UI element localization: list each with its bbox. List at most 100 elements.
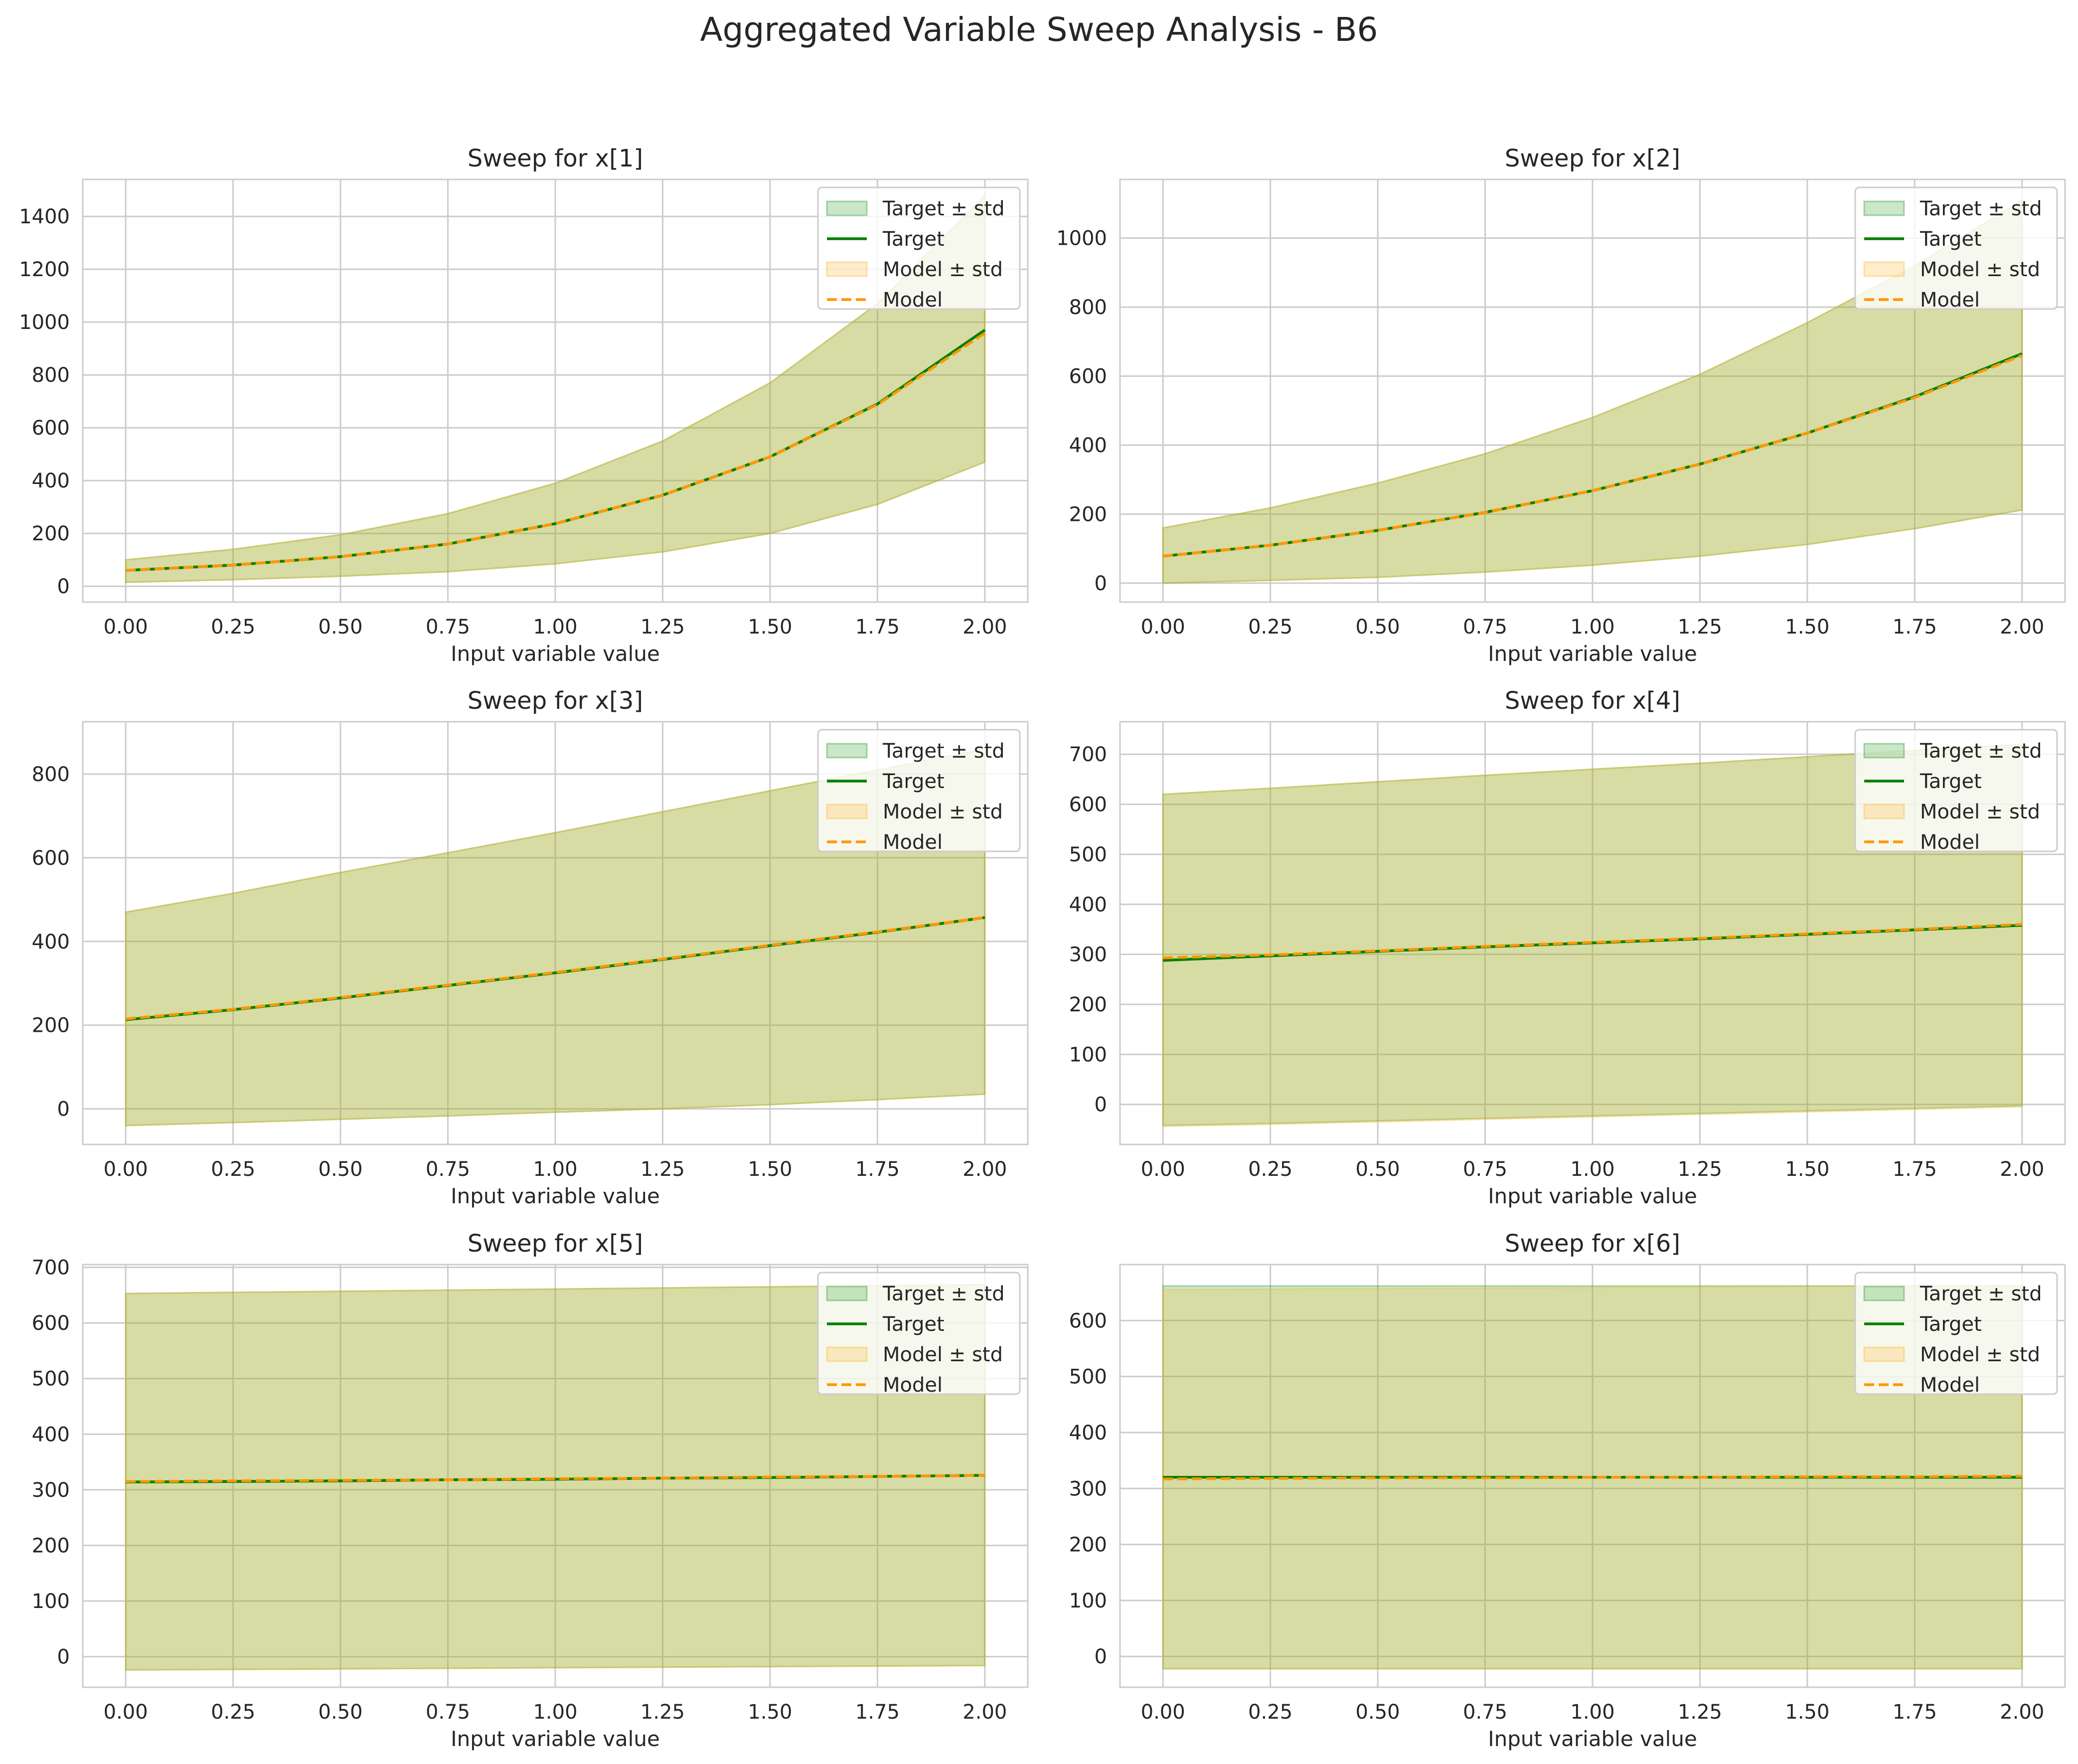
x-axis-label: Input variable value [451,1727,660,1751]
legend-target-std-swatch [1863,743,1905,759]
y-tick-label: 300 [1069,1477,1107,1500]
model-std-band [1162,200,2023,584]
x-tick-label: 0.75 [1463,1158,1507,1181]
legend-label: Target [1919,1313,1982,1336]
subplot-title: Sweep for x[6] [1505,1230,1680,1258]
y-tick-label: 500 [1069,843,1107,866]
legend-model-std-swatch [1863,803,1905,819]
y-tick-label: 100 [32,1590,70,1613]
y-tick-label: 600 [32,417,70,440]
x-tick-label: 0.75 [426,616,470,639]
x-tick-label: 1.50 [1785,1701,1829,1724]
legend-target-std-swatch [826,1285,868,1301]
y-tick-label: 300 [32,1479,70,1502]
y-tick-label: 400 [1069,1422,1107,1444]
x-axis-label: Input variable value [451,1184,660,1208]
x-tick-label: 0.75 [426,1701,470,1724]
legend-label: Model [883,1374,943,1397]
subplot-title: Sweep for x[3] [468,687,643,715]
y-tick-label: 0 [57,575,70,598]
x-tick-label: 1.50 [1785,616,1829,639]
y-tick-label: 600 [32,847,70,870]
x-tick-label: 0.50 [1356,616,1400,639]
model-line [1163,923,2022,960]
x-tick-label: 0.00 [104,1701,148,1724]
legend-frame [817,1272,1021,1395]
x-tick-label: 1.25 [640,1158,685,1181]
axes-frame [1119,1264,2066,1688]
legend-frame [817,729,1021,852]
x-tick-label: 0.25 [1248,616,1292,639]
y-tick-label: 1000 [19,311,70,334]
y-tick-label: 0 [1095,1645,1107,1668]
legend-model-std-swatch [826,1346,868,1362]
legend-label: Target ± std [1919,197,2042,220]
x-tick-label: 0.00 [1141,1701,1185,1724]
y-tick-label: 700 [1069,743,1107,766]
x-tick-label: 0.50 [1356,1701,1400,1724]
x-tick-label: 1.75 [1893,1701,1937,1724]
y-tick-label: 400 [1069,893,1107,916]
x-tick-label: 1.00 [533,1701,577,1724]
y-tick-label: 200 [32,1534,70,1557]
legend-label: Model ± std [1920,1343,2040,1366]
x-tick-label: 1.00 [1570,616,1614,639]
y-tick-label: 600 [1069,1309,1107,1332]
model-std-band [125,1283,986,1671]
x-tick-label: 1.50 [748,616,792,639]
y-tick-label: 800 [32,364,70,387]
legend-label: Model [883,289,943,312]
x-tick-label: 1.00 [1570,1158,1614,1181]
model-line [126,332,986,572]
y-tick-label: 500 [32,1368,70,1391]
y-tick-label: 400 [32,470,70,492]
legend-frame [1854,1272,2058,1395]
legend-model-std-swatch [826,803,868,819]
subplot-6: 0.00 0.25 0.50 0.75 1.00 1.25 1.50 1.75 2.00 0 100… [1069,1230,2066,1751]
y-tick-label: 700 [32,1257,70,1280]
axes-frame [1119,178,2066,603]
x-tick-label: 0.50 [319,1701,363,1724]
y-tick-label: 1200 [19,258,70,281]
subplot-5: 0.00 0.25 0.50 0.75 1.00 1.25 1.50 1.75 2.00 0 100… [32,1230,1029,1751]
x-tick-label: 1.50 [748,1701,792,1724]
legend-label: Target ± std [882,197,1005,220]
x-tick-label: 0.50 [319,616,363,639]
target-std-band [1162,198,2023,584]
legend-model-std-swatch [1863,1346,1905,1362]
x-tick-label: 1.25 [1678,1158,1722,1181]
grid [1120,179,2065,602]
x-tick-label: 1.75 [855,1158,900,1181]
subplot-title: Sweep for x[2] [1505,145,1680,172]
x-axis-label: Input variable value [1488,1727,1697,1751]
y-tick-label: 600 [32,1312,70,1335]
x-tick-label: 0.00 [1141,1158,1185,1181]
legend-target-std-swatch [1863,200,1905,216]
model-line [1162,354,2023,558]
x-tick-label: 1.00 [1570,1701,1614,1724]
y-tick-label: 400 [32,931,70,954]
model-std-band [125,196,986,583]
y-tick-label: 100 [1069,1043,1107,1066]
x-axis-label: Input variable value [1488,641,1697,666]
x-tick-label: 0.25 [1248,1701,1292,1724]
y-tick-label: 200 [32,522,70,545]
legend-target-std-swatch [826,743,868,759]
legend-label: Target ± std [1919,740,2042,763]
model-std-band [125,748,986,1126]
legend-model-std-swatch [1863,261,1905,277]
legend-label: Model ± std [883,801,1003,823]
legend-target-std-swatch [826,200,868,216]
legend-label: Model [1920,289,1980,312]
y-tick-label: 0 [1095,572,1107,595]
grid [1120,722,2065,1144]
x-tick-label: 1.25 [640,1701,685,1724]
subplot-2: 0.00 0.25 0.50 0.75 1.00 1.25 1.50 1.75 2.00 0 200… [1056,145,2066,666]
x-tick-label: 1.25 [1678,616,1722,639]
x-tick-label: 2.00 [2000,1158,2044,1181]
y-tick-label: 300 [1069,944,1107,966]
x-tick-label: 2.00 [2000,1701,2044,1724]
target-std-band [1162,743,2023,1126]
y-tick-label: 400 [32,1423,70,1446]
x-tick-label: 1.00 [533,616,577,639]
